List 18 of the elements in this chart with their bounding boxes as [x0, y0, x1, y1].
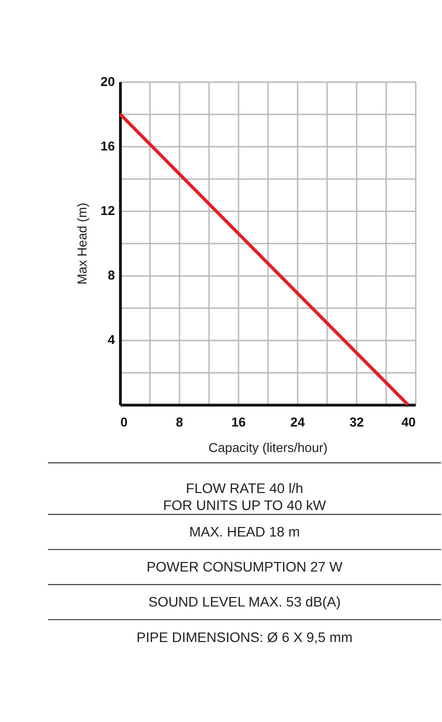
x-axis-title: Capacity (liters/hour)	[208, 440, 328, 456]
x-tick-label: 24	[290, 414, 306, 430]
y-tick-label: 4	[108, 332, 116, 348]
text: PIPE DIMENSIONS: Ø 6 X 9,5 mm	[136, 628, 352, 645]
y-axis-title: Max Head (m)	[74, 202, 90, 284]
y-tick-label: 12	[100, 203, 115, 218]
y-tick-label: 20	[100, 74, 115, 89]
x-tick-label: 8	[176, 414, 184, 430]
y-tick-label: 8	[108, 268, 115, 283]
text: MAX. HEAD 18 m	[189, 524, 300, 540]
y-tick-label: 16	[100, 138, 115, 154]
x-tick-label: 32	[349, 414, 364, 430]
x-tick-label: 40	[401, 414, 416, 430]
text: SOUND LEVEL MAX. 53 dB(A)	[148, 594, 341, 610]
text: POWER CONSUMPTION 27 W	[146, 558, 342, 575]
text: FLOW RATE 40 l/h FOR UNITS UP TO 40 kW	[163, 480, 326, 513]
x-tick-label: 0	[120, 414, 128, 430]
x-tick-label: 16	[231, 414, 246, 430]
